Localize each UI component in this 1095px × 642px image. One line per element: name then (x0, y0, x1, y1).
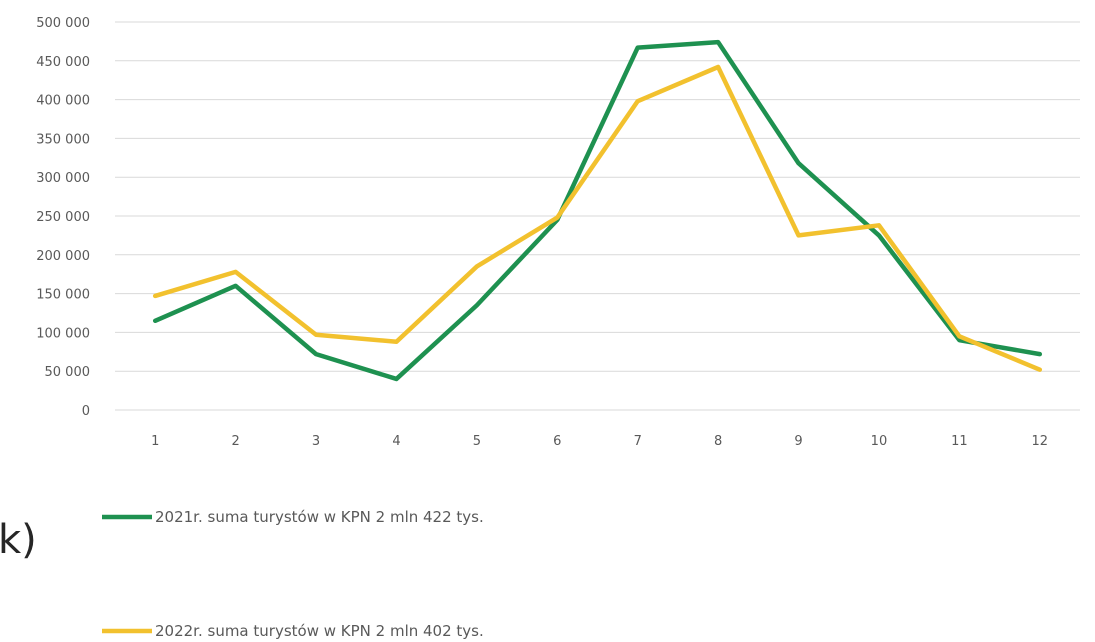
x-tick-label: 1 (151, 434, 159, 449)
y-axis-tick-labels: 0 50 000 100 000 150 000 200 000 250 000 300 0… (36, 16, 90, 419)
y-tick-label: 100 000 (36, 326, 90, 341)
series-line-2 (152, 64, 1043, 372)
x-tick-label: 11 (951, 434, 968, 449)
y-tick-label: 300 000 (36, 171, 90, 186)
y-tick-label: 150 000 (36, 288, 90, 303)
y-tick-label: 0 (82, 404, 90, 419)
legend-label: 2021r. suma turystów w KPN 2 mln 422 tys… (155, 508, 484, 526)
series-lines (152, 39, 1043, 382)
x-tick-label: 12 (1032, 434, 1049, 449)
x-axis-tick-labels: 1 2 3 4 5 6 7 8 9 10 11 12 (151, 434, 1048, 449)
x-tick-label: 10 (871, 434, 888, 449)
cropped-text-fragment: k) (0, 517, 37, 563)
x-tick-label: 9 (794, 434, 802, 449)
gridlines (115, 21, 1080, 411)
x-tick-label: 5 (473, 434, 481, 449)
x-tick-label: 7 (634, 434, 642, 449)
y-tick-label: 450 000 (36, 55, 90, 70)
y-tick-label: 250 000 (36, 210, 90, 225)
x-tick-label: 2 (231, 434, 239, 449)
x-tick-label: 8 (714, 434, 722, 449)
x-tick-label: 6 (553, 434, 561, 449)
series-line-1 (152, 39, 1043, 382)
legend-label: 2022r. suma turystów w KPN 2 mln 402 tys… (155, 622, 484, 640)
y-tick-label: 50 000 (45, 365, 91, 380)
y-tick-label: 400 000 (36, 94, 90, 109)
legend: 2021r. suma turystów w KPN 2 mln 422 tys… (102, 508, 484, 640)
x-tick-label: 3 (312, 434, 320, 449)
x-tick-label: 4 (392, 434, 400, 449)
y-tick-label: 500 000 (36, 16, 90, 31)
y-tick-label: 200 000 (36, 249, 90, 264)
y-tick-label: 350 000 (36, 132, 90, 147)
